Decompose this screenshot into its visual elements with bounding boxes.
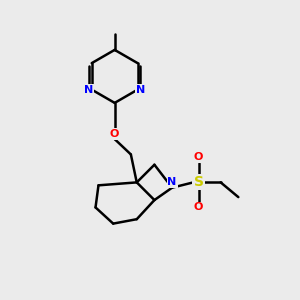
Text: O: O	[194, 152, 203, 162]
Text: N: N	[167, 177, 177, 188]
Text: N: N	[84, 85, 93, 94]
Text: N: N	[136, 85, 145, 94]
Text: O: O	[194, 202, 203, 212]
Text: O: O	[110, 129, 119, 139]
Text: S: S	[194, 176, 204, 189]
